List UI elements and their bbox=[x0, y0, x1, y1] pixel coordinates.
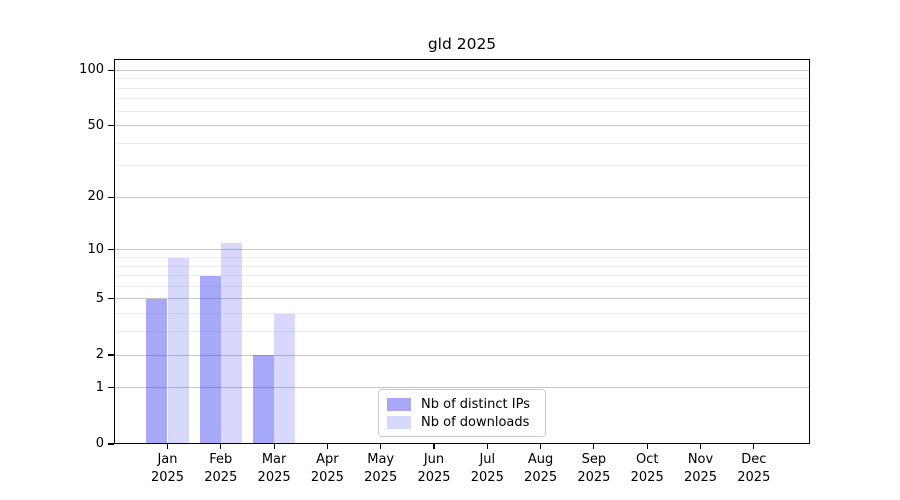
y-tick-mark bbox=[108, 298, 114, 300]
bar-downloads-jan bbox=[167, 257, 189, 444]
y-tick-label: 1 bbox=[95, 379, 104, 395]
x-tick-label: Dec 2025 bbox=[737, 452, 771, 485]
x-tick-mark bbox=[540, 444, 542, 449]
minor-gridline bbox=[114, 78, 810, 80]
x-tick-mark bbox=[593, 444, 595, 449]
x-tick-label: Jul 2025 bbox=[470, 452, 504, 485]
minor-gridline bbox=[114, 110, 810, 112]
x-tick-mark bbox=[486, 444, 488, 449]
major-gridline bbox=[114, 69, 810, 71]
x-tick-label: Feb 2025 bbox=[204, 452, 238, 485]
y-tick-mark bbox=[108, 124, 114, 127]
major-gridline bbox=[114, 298, 810, 300]
minor-gridline bbox=[114, 87, 810, 89]
major-gridline bbox=[114, 125, 810, 127]
legend-label-distinct-ips: Nb of distinct IPs bbox=[421, 396, 530, 412]
major-gridline bbox=[114, 354, 810, 356]
minor-gridline bbox=[114, 98, 810, 100]
y-tick-mark bbox=[108, 249, 114, 251]
minor-gridline bbox=[114, 313, 810, 315]
minor-gridline bbox=[114, 257, 810, 258]
bar-distinct-ips-mar bbox=[252, 355, 275, 444]
y-tick-mark bbox=[108, 354, 114, 356]
legend: Nb of distinct IPs Nb of downloads bbox=[378, 389, 546, 437]
y-tick-mark bbox=[108, 387, 114, 389]
x-tick-label: May 2025 bbox=[364, 452, 398, 485]
y-tick-label: 0 bbox=[95, 436, 104, 451]
y-tick-label: 10 bbox=[87, 241, 104, 257]
x-tick-mark bbox=[326, 444, 328, 449]
minor-gridline bbox=[114, 275, 810, 277]
x-tick-label: Jun 2025 bbox=[417, 452, 451, 485]
x-tick-mark bbox=[380, 444, 382, 449]
legend-label-downloads: Nb of downloads bbox=[421, 414, 530, 430]
minor-gridline bbox=[114, 142, 810, 144]
minor-gridline bbox=[114, 265, 810, 267]
minor-gridline bbox=[114, 285, 810, 287]
x-tick-mark bbox=[753, 444, 755, 449]
x-tick-label: Mar 2025 bbox=[257, 452, 291, 485]
major-gridline bbox=[114, 249, 810, 251]
legend-item-downloads: Nb of downloads bbox=[387, 415, 537, 430]
x-tick-mark bbox=[433, 444, 435, 449]
x-tick-label: Apr 2025 bbox=[310, 452, 344, 485]
x-tick-label: Aug 2025 bbox=[524, 452, 558, 485]
bar-downloads-mar bbox=[274, 313, 296, 444]
minor-gridline bbox=[114, 331, 810, 333]
y-tick-mark bbox=[108, 69, 114, 71]
legend-item-distinct-ips: Nb of distinct IPs bbox=[387, 397, 537, 412]
x-tick-mark bbox=[699, 444, 702, 449]
y-tick-label: 20 bbox=[87, 189, 104, 205]
x-tick-label: Sep 2025 bbox=[577, 452, 611, 485]
minor-gridline bbox=[114, 165, 810, 167]
bar-downloads-feb bbox=[220, 242, 243, 444]
bar-distinct-ips-feb bbox=[199, 275, 221, 444]
major-gridline bbox=[114, 387, 810, 389]
x-tick-label: Oct 2025 bbox=[630, 452, 664, 485]
y-tick-label: 100 bbox=[79, 62, 104, 78]
y-tick-mark bbox=[108, 443, 114, 445]
chart-title: gld 2025 bbox=[427, 35, 497, 53]
x-tick-mark bbox=[220, 444, 222, 449]
legend-swatch-downloads-icon bbox=[387, 415, 411, 429]
y-tick-label: 50 bbox=[87, 117, 104, 133]
plot-area bbox=[114, 59, 810, 444]
y-tick-label: 5 bbox=[95, 290, 104, 306]
x-tick-mark bbox=[273, 444, 275, 449]
major-gridline bbox=[114, 196, 810, 198]
y-tick-mark bbox=[108, 196, 114, 198]
y-tick-label: 2 bbox=[95, 347, 104, 363]
x-tick-mark bbox=[166, 444, 169, 449]
x-tick-label: Nov 2025 bbox=[683, 452, 718, 485]
bar-distinct-ips-jan bbox=[146, 298, 168, 444]
x-tick-label: Jan 2025 bbox=[150, 452, 185, 485]
x-tick-mark bbox=[646, 444, 648, 449]
legend-swatch-distinct-ips-icon bbox=[387, 397, 411, 411]
